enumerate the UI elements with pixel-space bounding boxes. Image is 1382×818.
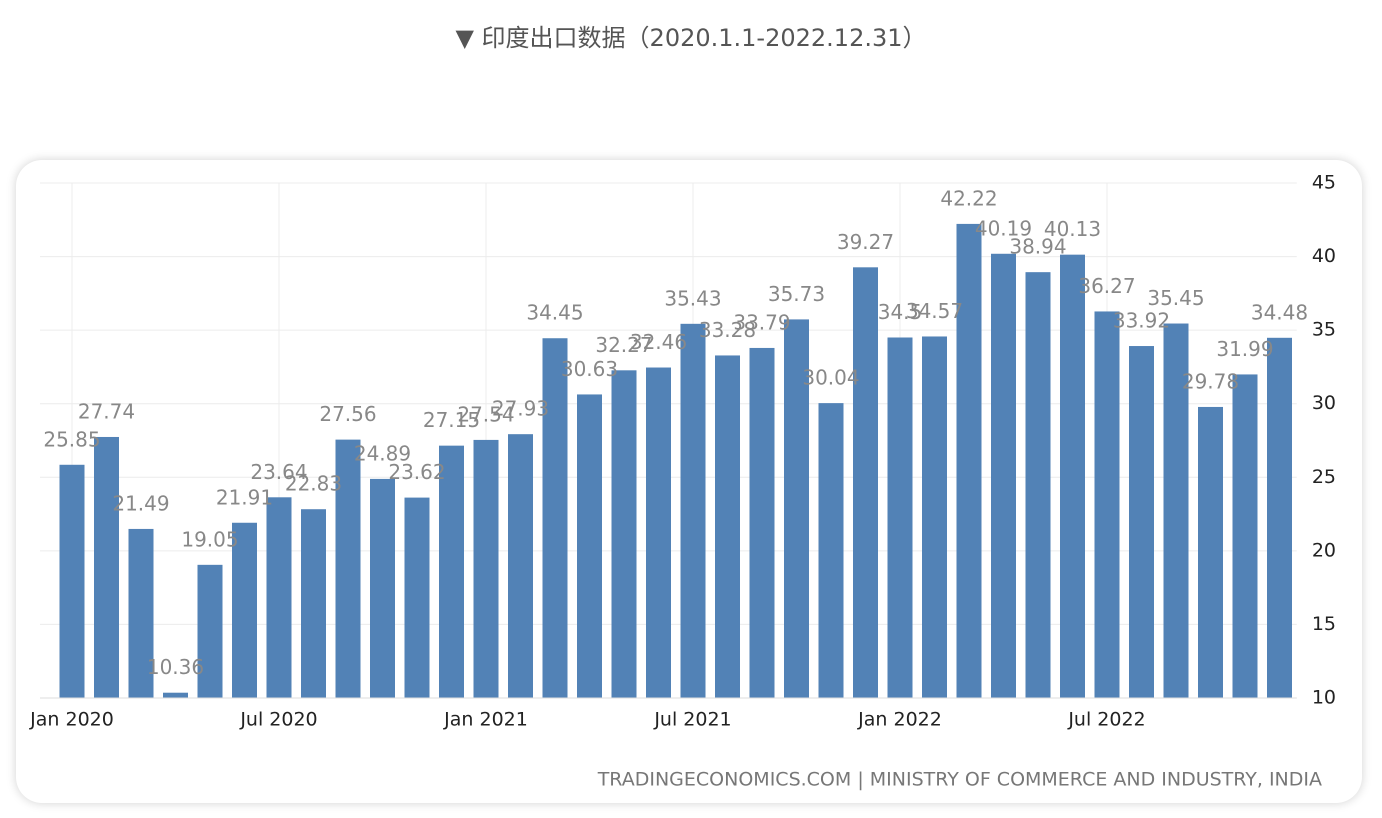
value-label: 42.22 <box>940 186 997 210</box>
x-tick-label: Jan 2021 <box>443 709 528 731</box>
y-tick-label: 10 <box>1312 687 1336 709</box>
value-label: 33.92 <box>1113 309 1170 333</box>
x-tick-label: Jul 2022 <box>1067 709 1145 731</box>
bar <box>922 336 947 698</box>
value-label: 32.46 <box>630 330 687 354</box>
value-label: 35.45 <box>1147 286 1204 310</box>
bar <box>59 464 85 698</box>
bar <box>1129 346 1154 698</box>
x-tick-label: Jan 2020 <box>29 709 114 731</box>
value-label: 19.05 <box>181 527 238 551</box>
value-label: 31.99 <box>1216 337 1273 361</box>
value-label: 30.04 <box>802 366 859 390</box>
source: TRADINGECONOMICS.COM | MINISTRY OF COMME… <box>597 769 1322 791</box>
value-label: 40.13 <box>1044 217 1101 241</box>
bar <box>956 223 982 699</box>
value-label: 34.57 <box>906 299 963 323</box>
value-label: 27.74 <box>78 399 135 423</box>
value-label: 10.36 <box>147 655 204 679</box>
bar <box>370 478 395 698</box>
value-label: 40.19 <box>975 216 1032 240</box>
value-label: 33.28 <box>699 318 756 342</box>
bar <box>1232 374 1258 698</box>
value-label: 38.94 <box>1009 235 1066 259</box>
y-tick-label: 30 <box>1312 392 1336 414</box>
bar <box>94 436 119 698</box>
bar <box>1094 311 1120 698</box>
bar <box>301 509 326 698</box>
bar <box>611 370 637 698</box>
y-tick-label: 35 <box>1312 319 1336 341</box>
value-label: 23.64 <box>250 460 307 484</box>
bar <box>232 522 257 698</box>
value-label: 27.15 <box>423 408 480 432</box>
y-tick-label: 25 <box>1312 466 1336 488</box>
value-label: 34.5 <box>878 300 923 324</box>
bar <box>887 337 913 698</box>
value-label: 39.27 <box>837 230 894 254</box>
x-tick-label: Jul 2021 <box>653 709 731 731</box>
bar <box>577 394 602 698</box>
bar <box>266 497 292 698</box>
value-label: 35.73 <box>768 282 825 306</box>
bar <box>991 253 1016 699</box>
value-label: 32.27 <box>595 333 652 357</box>
bar <box>335 439 361 698</box>
bar <box>715 355 740 698</box>
bar <box>473 439 499 698</box>
value-label: 36.27 <box>1078 274 1135 298</box>
value-label: 27.54 <box>457 402 514 426</box>
bar <box>128 528 154 698</box>
value-label: 22.83 <box>285 472 342 496</box>
y-tick-label: 20 <box>1312 539 1336 561</box>
bar <box>1267 337 1292 698</box>
value-label: 23.62 <box>388 460 445 484</box>
value-label: 25.85 <box>43 427 100 451</box>
value-label: 27.56 <box>319 402 376 426</box>
value-label: 21.91 <box>216 485 273 509</box>
bar <box>508 434 533 698</box>
bar <box>197 564 223 698</box>
x-tick-label: Jan 2022 <box>857 709 942 731</box>
bar <box>1163 323 1189 698</box>
bar <box>784 319 809 698</box>
bar <box>439 445 464 698</box>
bar <box>853 267 878 698</box>
y-tick-label: 45 <box>1312 172 1336 194</box>
bar <box>163 692 188 698</box>
bar <box>542 338 568 698</box>
bar <box>1198 406 1223 698</box>
value-label: 29.78 <box>1182 369 1239 393</box>
value-label: 30.63 <box>561 357 618 381</box>
x-tick-label: Jul 2020 <box>239 709 317 731</box>
page-title: ▼ 印度出口数据（2020.1.1-2022.12.31） <box>455 24 927 52</box>
value-label: 21.49 <box>112 491 169 515</box>
bar <box>646 367 671 698</box>
bar <box>1060 254 1085 698</box>
value-label: 35.43 <box>664 286 721 310</box>
bar <box>404 497 430 698</box>
bar <box>1025 272 1051 698</box>
y-tick-label: 40 <box>1312 245 1336 267</box>
value-label: 33.79 <box>733 310 790 334</box>
value-label: 34.48 <box>1251 300 1308 324</box>
bar <box>680 323 706 698</box>
bar <box>749 347 775 698</box>
bar <box>818 403 844 698</box>
y-tick-label: 15 <box>1312 613 1336 635</box>
value-label: 34.45 <box>526 301 583 325</box>
value-label: 24.89 <box>354 441 411 465</box>
value-label: 27.93 <box>492 397 549 421</box>
